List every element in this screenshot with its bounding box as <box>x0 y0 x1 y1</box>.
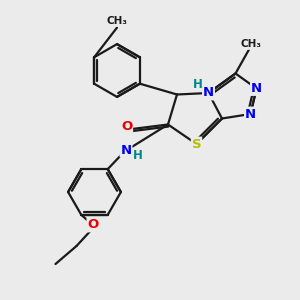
Text: N: N <box>251 82 262 95</box>
Text: H: H <box>133 148 143 162</box>
Text: H: H <box>193 78 203 91</box>
Text: S: S <box>192 137 201 151</box>
Text: CH₃: CH₃ <box>240 39 261 49</box>
Text: N: N <box>245 107 256 121</box>
Text: CH₃: CH₃ <box>106 16 128 26</box>
Text: O: O <box>121 119 132 133</box>
Text: O: O <box>87 218 99 232</box>
Text: N: N <box>203 86 214 100</box>
Text: N: N <box>120 143 132 157</box>
